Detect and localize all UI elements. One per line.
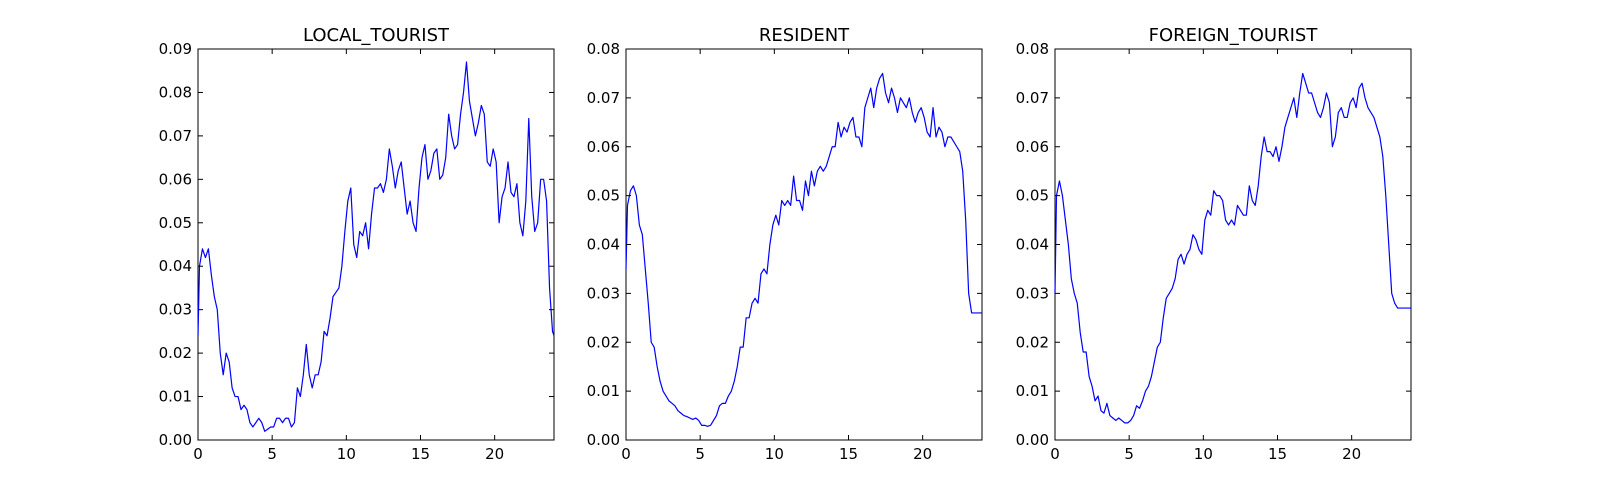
y-tick-label: 0.08: [1016, 40, 1049, 58]
x-tick-label: 20: [1342, 445, 1361, 463]
y-tick-label: 0.04: [1016, 236, 1049, 254]
plot-area: [1054, 48, 1412, 441]
y-tick-label: 0.00: [159, 431, 192, 449]
x-tick-label: 10: [1194, 445, 1213, 463]
x-tick-label: 15: [1268, 445, 1287, 463]
subplot-resident: RESIDENT 0 5 10 15 20 0.00 0.01 0.02 0.03 0.04 0.0…: [587, 25, 983, 463]
y-tick-label: 0.07: [159, 127, 192, 145]
y-tick-label: 0.00: [1016, 431, 1049, 449]
chart-title: FOREIGN_TOURIST: [1149, 25, 1319, 46]
y-tick-label: 0.09: [159, 40, 192, 58]
x-tick-label: 5: [267, 445, 277, 463]
y-tick-label: 0.05: [1016, 187, 1049, 205]
series-line: [197, 61, 555, 432]
y-tick-label: 0.07: [587, 89, 620, 107]
y-tick-label: 0.03: [159, 301, 192, 319]
x-tick-label: 15: [839, 445, 858, 463]
y-tick-label: 0.02: [159, 344, 192, 362]
y-tick-label: 0.07: [1016, 89, 1049, 107]
y-tick-label: 0.06: [1016, 138, 1049, 156]
x-tick-label: 10: [765, 445, 784, 463]
y-tick-label: 0.04: [159, 257, 192, 275]
x-tick-label: 0: [193, 445, 203, 463]
series-line: [1054, 72, 1411, 424]
x-tick-label: 20: [913, 445, 932, 463]
plot-area: [625, 48, 983, 441]
y-tick-label: 0.08: [587, 40, 620, 58]
y-tick-label: 0.03: [1016, 284, 1049, 302]
y-tick-label: 0.06: [587, 138, 620, 156]
chart-title: LOCAL_TOURIST: [303, 25, 450, 46]
x-tick-label: 5: [1124, 445, 1134, 463]
y-tick-label: 0.05: [159, 214, 192, 232]
x-tick-label: 10: [337, 445, 356, 463]
x-tick-label: 5: [695, 445, 705, 463]
y-tick-label: 0.03: [587, 284, 620, 302]
x-tick-label: 15: [411, 445, 430, 463]
y-tick-label: 0.05: [587, 187, 620, 205]
subplot-foreign-tourist: FOREIGN_TOURIST 0 5 10 15 20 0.00 0.01 0.02 0.03…: [1016, 25, 1412, 463]
subplot-local-tourist: LOCAL_TOURIST 0 5 10 15 20 0.00 0.01 0.02 0.03 0.…: [159, 25, 555, 463]
x-tick-label: 0: [621, 445, 631, 463]
y-tick-label: 0.02: [587, 333, 620, 351]
x-tick-label: 0: [1050, 445, 1060, 463]
y-tick-label: 0.04: [587, 236, 620, 254]
y-tick-label: 0.01: [159, 388, 192, 406]
y-tick-label: 0.08: [159, 83, 192, 101]
y-tick-label: 0.01: [587, 382, 620, 400]
y-tick-label: 0.02: [1016, 333, 1049, 351]
series-line: [625, 72, 982, 427]
y-tick-label: 0.01: [1016, 382, 1049, 400]
chart-title: RESIDENT: [759, 25, 850, 46]
x-tick-label: 20: [485, 445, 504, 463]
plot-area: [197, 48, 555, 441]
y-tick-label: 0.00: [587, 431, 620, 449]
y-tick-label: 0.06: [159, 170, 192, 188]
